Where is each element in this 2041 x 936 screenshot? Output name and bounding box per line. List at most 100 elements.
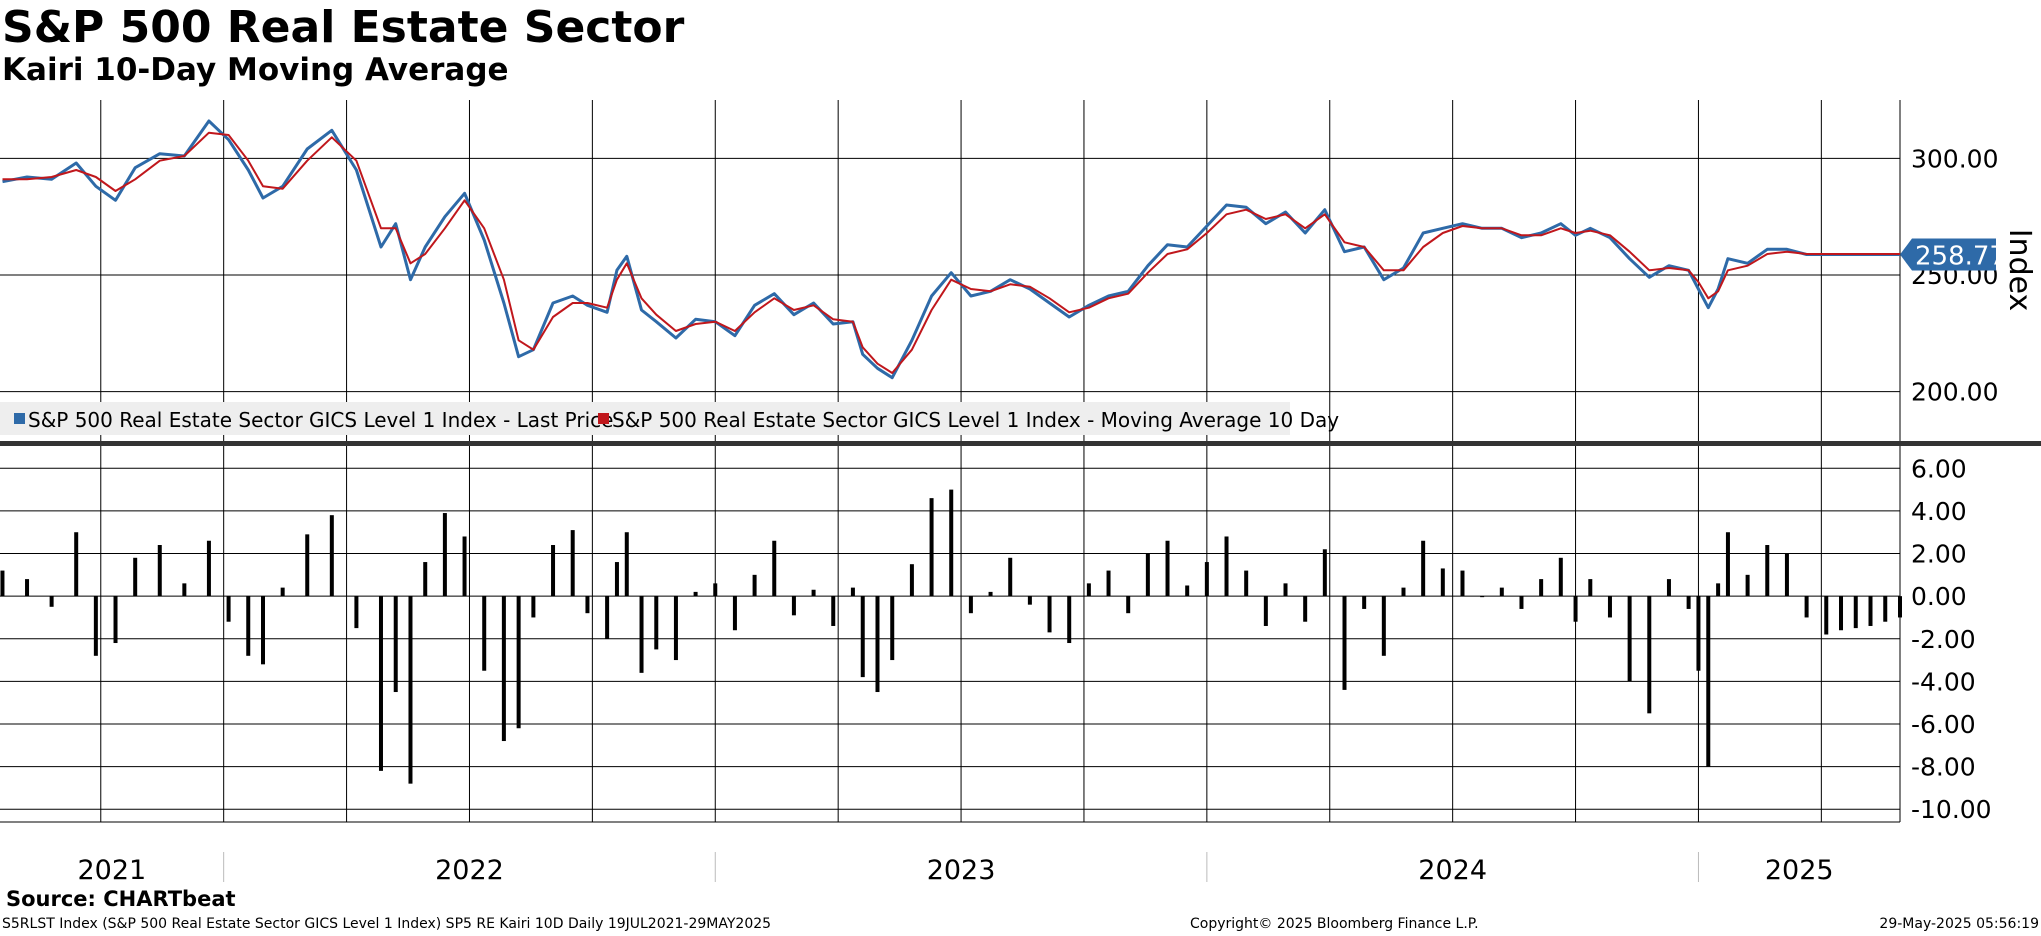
kairi-bar bbox=[423, 562, 428, 597]
kairi-bar bbox=[354, 596, 359, 629]
kairi-bar bbox=[1362, 596, 1367, 609]
chart-subtitle: Kairi 10-Day Moving Average bbox=[2, 52, 509, 88]
kairi-bar bbox=[1047, 596, 1052, 633]
legend-label-last-price: S&P 500 Real Estate Sector GICS Level 1 … bbox=[28, 408, 613, 432]
kairi-bar bbox=[1322, 549, 1327, 597]
y-tick-label-bottom: 2.00 bbox=[1911, 540, 1967, 569]
kairi-bar bbox=[850, 587, 855, 597]
kairi-bar bbox=[462, 536, 467, 597]
kairi-bar bbox=[929, 498, 934, 597]
x-tick-label: 2023 bbox=[927, 855, 996, 886]
kairi-bar bbox=[1539, 579, 1544, 597]
kairi-bar bbox=[673, 596, 678, 661]
kairi-bar bbox=[226, 596, 231, 622]
moving-average-line bbox=[2, 131, 1900, 374]
kairi-bar bbox=[1745, 574, 1750, 597]
y-tick-label-bottom: 0.00 bbox=[1911, 582, 1967, 611]
y-tick-label-bottom: -2.00 bbox=[1911, 625, 1976, 654]
kairi-bar bbox=[1263, 596, 1268, 626]
y-tick-label-bottom: -10.00 bbox=[1911, 795, 1992, 824]
legend-label-moving-average: S&P 500 Real Estate Sector GICS Level 1 … bbox=[612, 408, 1339, 432]
kairi-bar bbox=[1627, 596, 1632, 682]
kairi-bar bbox=[1067, 596, 1072, 644]
kairi-bar bbox=[1898, 596, 1902, 618]
legend-background bbox=[0, 402, 1290, 435]
x-tick-label: 2025 bbox=[1765, 855, 1834, 886]
kairi-bar bbox=[1303, 596, 1308, 622]
x-tick-label: 2021 bbox=[77, 855, 146, 886]
kairi-bar bbox=[614, 562, 619, 597]
kairi-bar bbox=[1853, 596, 1858, 629]
kairi-bar bbox=[1244, 570, 1249, 597]
kairi-bar bbox=[772, 540, 777, 597]
kairi-bar bbox=[133, 557, 138, 597]
y-tick-label-bottom: 6.00 bbox=[1911, 454, 1967, 483]
kairi-bar bbox=[875, 596, 880, 693]
y-tick-label-top: 300.00 bbox=[1911, 144, 1998, 173]
kairi-bar bbox=[860, 596, 865, 678]
y-tick-label-bottom: -6.00 bbox=[1911, 710, 1976, 739]
kairi-bar bbox=[246, 596, 251, 656]
source-note: Source: CHARTbeat bbox=[6, 887, 236, 911]
kairi-bar bbox=[408, 596, 413, 784]
kairi-bar bbox=[1381, 596, 1386, 656]
kairi-bar bbox=[1401, 587, 1406, 597]
kairi-bar bbox=[0, 570, 5, 597]
kairi-bar bbox=[531, 596, 536, 618]
kairi-bar bbox=[1868, 596, 1873, 626]
kairi-bar bbox=[570, 530, 575, 597]
kairi-bar bbox=[1185, 585, 1190, 597]
y-tick-label-top: 200.00 bbox=[1911, 378, 1998, 407]
kairi-bar bbox=[624, 532, 629, 597]
kairi-bar bbox=[551, 545, 556, 597]
legend-swatch-moving-average bbox=[598, 413, 609, 424]
kairi-bar bbox=[811, 589, 816, 597]
kairi-bar bbox=[329, 515, 334, 597]
kairi-bar bbox=[1283, 583, 1288, 597]
kairi-bar bbox=[378, 596, 383, 771]
kairi-bar bbox=[1106, 570, 1111, 597]
kairi-bar bbox=[93, 596, 98, 656]
legend: S&P 500 Real Estate Sector GICS Level 1 … bbox=[0, 402, 1339, 435]
last-value-badge bbox=[1900, 238, 1996, 271]
kairi-bar bbox=[1883, 596, 1888, 622]
kairi-bar bbox=[442, 513, 447, 597]
kairi-bar bbox=[968, 596, 973, 614]
kairi-bar bbox=[1686, 596, 1691, 609]
kairi-bar bbox=[752, 574, 757, 597]
kairi-bar bbox=[732, 596, 737, 631]
kairi-bar bbox=[1716, 583, 1721, 597]
kairi-bar bbox=[113, 596, 118, 644]
last-value-label: 258.77 bbox=[1915, 242, 2006, 272]
kairi-bar bbox=[605, 596, 610, 639]
kairi-bar bbox=[305, 534, 310, 597]
kairi-bars bbox=[0, 489, 1902, 784]
kairi-bar bbox=[1126, 596, 1131, 614]
kairi-bar bbox=[1588, 579, 1593, 597]
kairi-bar bbox=[890, 596, 895, 661]
chart-title: S&P 500 Real Estate Sector bbox=[2, 2, 685, 53]
kairi-bar bbox=[831, 596, 836, 626]
kairi-bar bbox=[1839, 596, 1844, 631]
kairi-bar bbox=[393, 596, 398, 693]
gridlines bbox=[0, 100, 1900, 822]
kairi-bar bbox=[1421, 540, 1426, 597]
footer-timestamp: 29-May-2025 05:56:19 bbox=[1879, 916, 2039, 932]
kairi-bar bbox=[482, 596, 487, 671]
kairi-bar bbox=[949, 489, 954, 597]
kairi-bar bbox=[639, 596, 644, 673]
kairi-bar bbox=[791, 596, 796, 616]
y-tick-label-bottom: -4.00 bbox=[1911, 667, 1976, 696]
kairi-bar bbox=[1558, 557, 1563, 597]
kairi-bar bbox=[74, 532, 79, 597]
kairi-bar bbox=[1784, 553, 1789, 597]
kairi-bar bbox=[1224, 536, 1229, 597]
kairi-bar bbox=[501, 596, 506, 742]
kairi-bar bbox=[654, 596, 659, 650]
kairi-bar bbox=[1480, 596, 1485, 598]
footer-ticker-info: S5RLST Index (S&P 500 Real Estate Sector… bbox=[2, 916, 772, 932]
kairi-bar bbox=[1647, 596, 1652, 714]
kairi-bar bbox=[182, 583, 187, 597]
kairi-bar bbox=[516, 596, 521, 729]
